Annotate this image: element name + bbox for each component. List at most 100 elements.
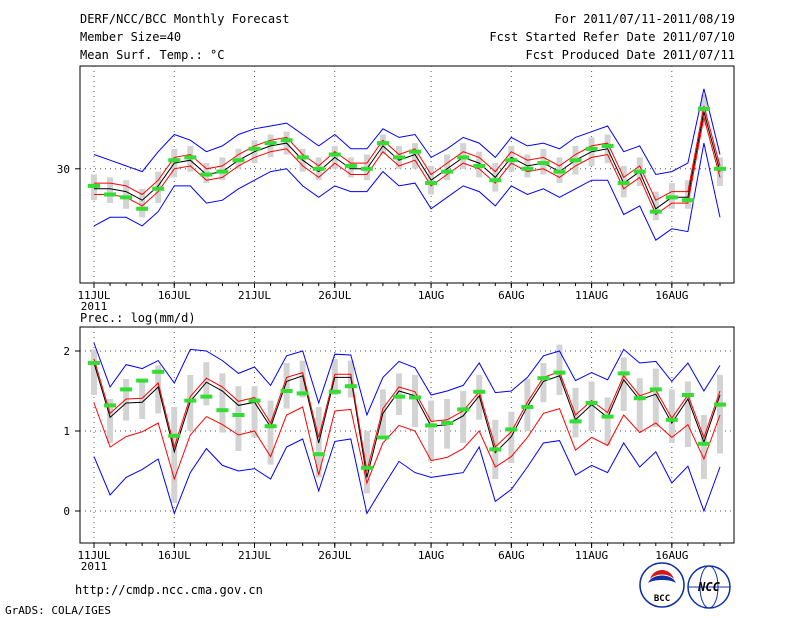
spread-bar: [203, 362, 210, 406]
x-tick-label: 1AUG: [418, 289, 445, 302]
produced-date-label: Fcst Produced Date 2011/07/11: [525, 48, 735, 62]
observed-marker: [473, 389, 486, 394]
spread-bar: [107, 177, 114, 204]
observed-marker: [441, 421, 454, 425]
observed-marker: [328, 152, 341, 157]
series-ensemble-max-red: [94, 105, 721, 201]
observed-marker: [200, 172, 213, 177]
observed-marker: [216, 169, 229, 174]
observed-marker: [714, 166, 726, 171]
spread-bar: [219, 157, 226, 181]
bcc-logo: BCC: [639, 562, 685, 608]
spread-bar: [620, 357, 627, 411]
spread-bar: [283, 363, 290, 409]
ncc-logo: NCC: [687, 565, 731, 609]
grads-credit: GrADS: COLA/IGES: [5, 604, 111, 617]
observed-marker: [649, 387, 662, 392]
observed-marker: [681, 198, 694, 203]
observed-marker: [88, 183, 100, 188]
spread-bar: [460, 391, 467, 443]
ncc-logo-text: NCC: [697, 580, 720, 594]
observed-marker: [376, 141, 389, 146]
observed-marker: [360, 166, 373, 171]
spread-bar: [219, 373, 226, 433]
spread-bar: [412, 375, 419, 427]
spread-bar: [604, 397, 611, 446]
observed-marker: [537, 376, 550, 381]
observed-marker: [168, 433, 181, 438]
observed-marker: [409, 395, 422, 400]
observed-marker: [280, 138, 293, 143]
y-tick-label: 1: [63, 425, 70, 438]
temperature-panel: 11JUL 16JUL 21JUL 26JUL 1AUG 6AUG 11AUG 16AUG 20…: [57, 65, 735, 313]
spread-bar: [139, 188, 146, 218]
spread-bar: [428, 400, 435, 462]
spread-bar: [395, 373, 402, 415]
y-tick-label: 30: [57, 163, 70, 176]
variable-label-top: Mean Surf. Temp.: °C: [80, 48, 225, 62]
observed-marker: [152, 369, 165, 374]
bcc-logo-swirl-blue: [648, 575, 676, 583]
spread-bar: [684, 381, 691, 447]
x-tick-label: 16AUG: [655, 549, 688, 562]
observed-marker: [376, 435, 389, 440]
x-tick-label: 26JUL: [318, 549, 351, 562]
bcc-logo-ring: [639, 562, 685, 608]
spread-bar: [572, 387, 579, 438]
observed-marker: [457, 155, 470, 160]
bcc-logo-swirl-red: [650, 570, 674, 579]
observed-marker: [714, 402, 726, 407]
series-ensemble-min-red: [93, 402, 721, 485]
observed-marker: [697, 106, 710, 111]
year-label: 2011: [81, 300, 108, 313]
observed-marker: [88, 361, 100, 365]
x-tick-label: 11JUL: [77, 549, 110, 562]
series-ensemble-min-blue: [93, 142, 721, 241]
observed-marker: [425, 423, 438, 428]
x-tick-label: 11AUG: [575, 289, 608, 302]
observed-marker: [200, 394, 213, 399]
spread-bar: [91, 349, 97, 395]
spread-bar: [155, 365, 162, 414]
precip-panel-title: Prec.: log(mm/d): [80, 311, 196, 325]
spread-bar: [267, 400, 274, 465]
observed-marker: [601, 143, 614, 148]
observed-marker: [104, 403, 117, 408]
observed-marker: [344, 384, 357, 389]
observed-marker: [184, 398, 197, 403]
observed-marker: [441, 169, 454, 174]
bcc-logo-text: BCC: [654, 594, 670, 604]
observed-marker: [617, 181, 630, 186]
observed-marker: [553, 169, 566, 174]
spread-bar: [363, 431, 370, 494]
spread-bar: [556, 344, 563, 395]
observed-marker: [489, 178, 502, 183]
spread-bar: [717, 157, 723, 186]
observed-marker: [521, 166, 534, 171]
spread-bar: [299, 360, 306, 398]
observed-marker: [617, 371, 630, 376]
x-tick-label: 21JUL: [238, 289, 271, 302]
spread-bar: [123, 379, 130, 421]
observed-marker: [312, 166, 325, 171]
observed-marker: [120, 195, 133, 200]
x-tick-label: 21JUL: [238, 549, 271, 562]
spread-bar: [139, 379, 146, 419]
spread-bar: [171, 407, 178, 503]
spread-bar: [508, 411, 515, 463]
series-ensemble-mean: [93, 362, 721, 478]
observed-marker: [409, 149, 422, 154]
observed-marker: [585, 401, 598, 405]
observed-marker: [184, 155, 197, 160]
observed-marker: [360, 465, 373, 470]
observed-marker: [296, 391, 309, 396]
observed-marker: [569, 158, 582, 163]
footer-url: http://cmdp.ncc.cma.gov.cn: [75, 583, 263, 597]
observed-marker: [296, 155, 309, 160]
series-ensemble-min-blue: [93, 438, 721, 515]
observed-marker: [264, 424, 277, 429]
member-size-label: Member Size=40: [80, 30, 181, 44]
y-tick-label: 0: [63, 505, 70, 518]
observed-marker: [168, 158, 181, 163]
